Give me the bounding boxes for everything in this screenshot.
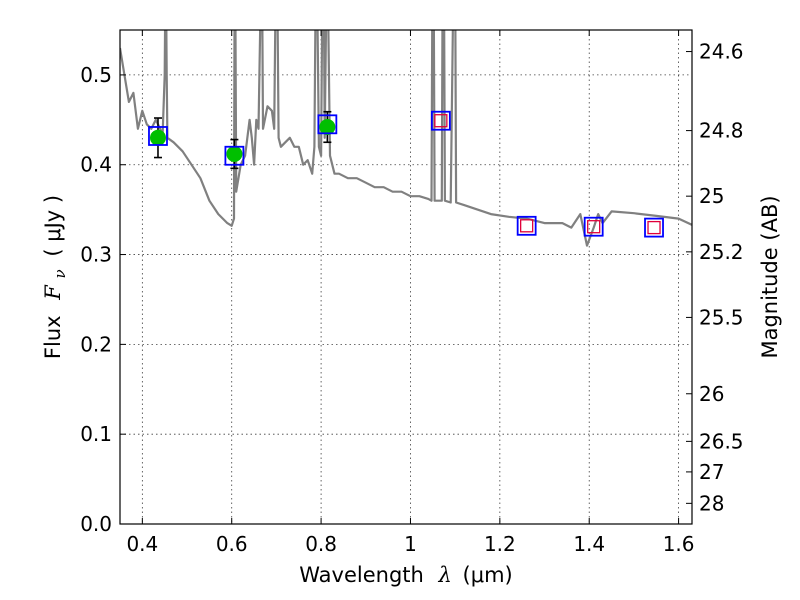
data-point-circle xyxy=(319,119,336,136)
x-tick-label: 1.4 xyxy=(573,532,605,556)
right-tick-label: 26 xyxy=(699,382,724,406)
model-spectrum-line xyxy=(120,30,692,247)
y-axis-label-prefix: Flux xyxy=(41,315,65,359)
x-axis-label-units: (μm) xyxy=(463,563,513,587)
x-axis-label-prefix: Wavelength xyxy=(299,563,424,587)
y-tick-label: 0.3 xyxy=(80,243,112,267)
y-tick-label: 0.0 xyxy=(80,512,112,536)
right-tick-label: 24.6 xyxy=(699,40,744,64)
right-tick-label: 25.5 xyxy=(699,305,744,329)
data-point-square-blue xyxy=(644,217,664,238)
right-tick-label: 25 xyxy=(699,184,724,208)
right-tick-label: 28 xyxy=(699,491,724,515)
axis-ticks: 0.4 0.6 0.8 1 1.2 1.4 1.6 0.0 0.1 0.2 0.3 0.4 0.5 24.… xyxy=(80,30,744,556)
y-axis-label-units: ( μJy ) xyxy=(41,195,65,257)
data-point-circle xyxy=(226,145,243,162)
data-point-square-red xyxy=(520,219,534,233)
right-tick-label: 24.8 xyxy=(699,119,744,143)
y-tick-label: 0.2 xyxy=(80,332,112,356)
y-axis-label-symbol: F xyxy=(41,284,65,301)
y-axis-label-subscript: ν xyxy=(51,269,69,278)
x-tick-label: 1.2 xyxy=(484,532,516,556)
right-tick-label: 25.2 xyxy=(699,240,744,264)
right-axis-label: Magnitude (AB) xyxy=(758,195,782,358)
plot-background xyxy=(120,30,692,524)
x-tick-label: 1.6 xyxy=(663,532,695,556)
x-tick-label: 0.4 xyxy=(126,532,158,556)
x-tick-label: 0.6 xyxy=(216,532,248,556)
y-tick-label: 0.5 xyxy=(80,63,112,87)
photometry-markers xyxy=(148,110,664,238)
data-point-square-blue xyxy=(430,110,451,131)
x-tick-label: 0.8 xyxy=(305,532,337,556)
data-point-square-blue xyxy=(583,216,604,237)
plot-frame xyxy=(119,29,693,525)
data-point-circle xyxy=(149,129,166,146)
right-tick-label: 27 xyxy=(699,460,724,484)
right-tick-label: 26.5 xyxy=(699,429,744,453)
y-tick-label: 0.4 xyxy=(80,153,112,177)
y-axis-label: Flux F ν ( μJy ) xyxy=(41,195,70,359)
data-point-square-blue xyxy=(516,215,537,236)
data-point-square-blue xyxy=(148,126,168,146)
x-axis-label-symbol: λ xyxy=(438,563,452,587)
data-point-square-blue xyxy=(317,114,338,135)
data-point-square-red xyxy=(587,220,601,234)
data-point-square-red xyxy=(434,114,448,128)
y-tick-label: 0.1 xyxy=(80,422,112,446)
data-point-square-red xyxy=(647,220,661,235)
x-axis-label: Wavelength λ (μm) xyxy=(299,563,512,587)
x-tick-label: 1 xyxy=(404,532,417,556)
data-point-square-blue xyxy=(224,145,245,166)
